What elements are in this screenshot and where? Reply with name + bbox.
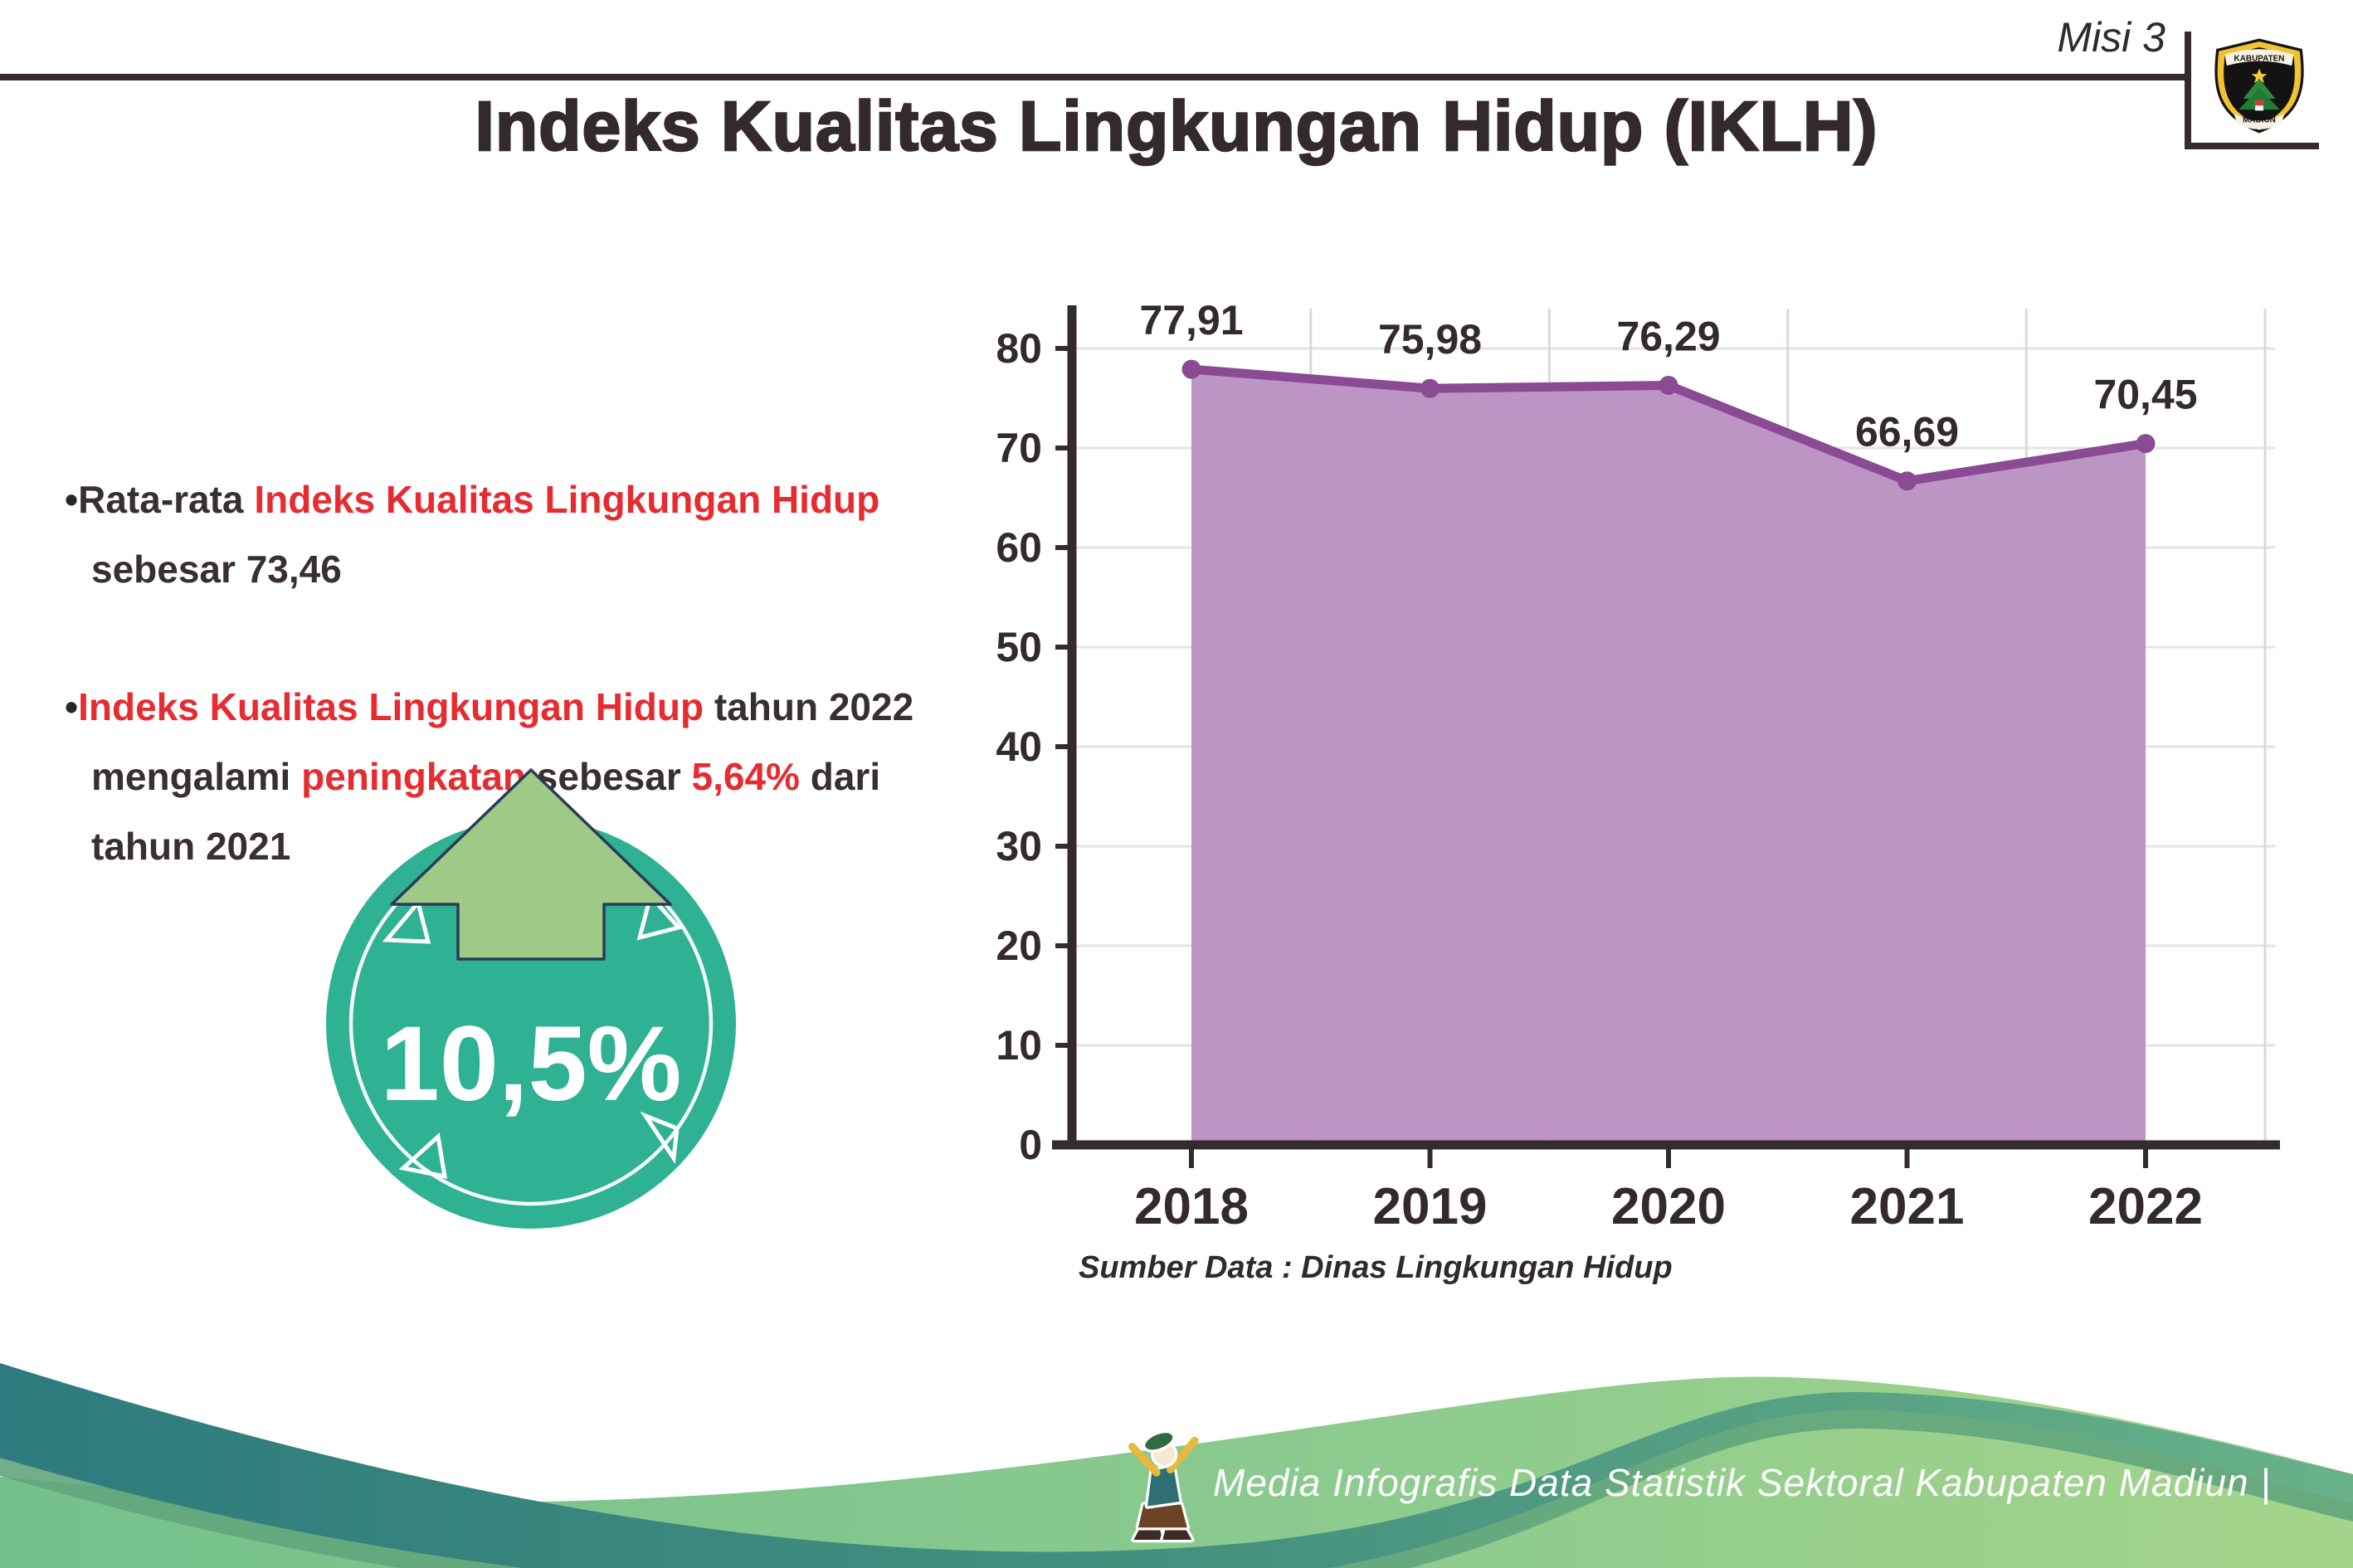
footer-wave-shadow: [0, 1381, 2353, 1568]
bullet2-run: sebesar: [526, 755, 692, 798]
data-point: [1659, 376, 1678, 396]
data-label: 76,29: [1616, 314, 1720, 360]
bullet2-run-highlight: 5,64%: [691, 755, 800, 798]
bullet1-run: sebesar 73,46: [91, 548, 342, 591]
misi-label: Misi 3: [2057, 14, 2165, 61]
footer-waves: [0, 1363, 2353, 1568]
y-tick-label: 0: [1019, 1122, 1042, 1168]
y-tick-label: 40: [996, 723, 1042, 770]
badge-spark-top-right: [636, 891, 683, 941]
x-tick-label: 2018: [1134, 1178, 1249, 1235]
header-rule: [0, 74, 2185, 80]
badge-percent-value: 10,5%: [381, 1005, 682, 1123]
y-tick-label: 30: [996, 823, 1042, 869]
logo-tree-lower: [2239, 87, 2280, 110]
data-label: 70,45: [2093, 372, 2197, 418]
bullet2-line2: mengalami peningkatan sebesar 5,64% dari: [65, 742, 961, 811]
footer-wave-teal-ribbon: [0, 1363, 2353, 1568]
y-tick-label: 80: [996, 325, 1042, 372]
bullet-dot: •: [65, 478, 79, 521]
footer-credit: Media Infografis Data Statistik Sektoral…: [1213, 1461, 2272, 1504]
iklh-area-chart: 0 10 20 30 40 50 60 70 80 77,91 2018 75,98 2019 76,29…: [996, 297, 2280, 1285]
bullet2-run-highlight: Indeks Kualitas Lingkungan Hidup: [78, 685, 704, 728]
mascot-icon: [1128, 1430, 1199, 1543]
badge-spark-bottom-left: [398, 1132, 448, 1180]
bullet2-line1: •Indeks Kualitas Lingkungan Hidup tahun …: [65, 672, 961, 742]
bullet2-run: dari: [799, 755, 881, 798]
data-label: 75,98: [1378, 316, 1482, 363]
bullet1-run-highlight: Indeks Kualitas Lingkungan Hidup: [254, 478, 880, 521]
badge-circle: [326, 819, 736, 1229]
x-tick-label: 2020: [1611, 1178, 1726, 1235]
logo-star-icon: [2251, 68, 2268, 84]
x-tick-label: 2021: [1850, 1178, 1965, 1235]
bullet1-line1: •Rata-rata Indeks Kualitas Lingkungan Hi…: [65, 465, 961, 534]
y-tick-label: 10: [996, 1022, 1042, 1069]
bullet2-line3: tahun 2021: [65, 811, 961, 881]
up-arrow-icon: [390, 768, 672, 961]
bullet1-line2: sebesar 73,46: [65, 534, 961, 604]
chart-source-note: Sumber Data : Dinas Lingkungan Hidup: [1079, 1250, 1673, 1285]
x-tick-label: 2022: [2088, 1178, 2203, 1235]
data-point: [1420, 378, 1440, 398]
kabupaten-madiun-logo: KABUPATEN MADIUN: [2214, 38, 2304, 134]
bullet2-run: tahun 2021: [91, 825, 291, 868]
bullet1-run: Rata-rata: [78, 478, 255, 521]
y-tick-label: 50: [996, 624, 1042, 670]
logo-bracket-foot: [2185, 143, 2319, 149]
x-tick-label: 2019: [1373, 1178, 1488, 1235]
y-tick-label: 70: [996, 425, 1042, 471]
data-label: 77,91: [1139, 297, 1243, 343]
logo-bracket-vertical: [2185, 32, 2191, 149]
logo-bottom-band: [2234, 113, 2285, 129]
bullet2-run: mengalami: [91, 755, 302, 798]
bullet2-run-highlight: peningkatan: [301, 755, 527, 798]
page-title: Indeks Kualitas Lingkungan Hidup (IKLH): [474, 86, 1878, 167]
key-findings: •Rata-rata Indeks Kualitas Lingkungan Hi…: [65, 465, 961, 881]
y-tick-label: 60: [996, 524, 1042, 571]
badge-spark-bottom-right: [640, 1111, 680, 1165]
logo-top-band: [2224, 49, 2294, 66]
increase-badge: 10,5%: [326, 768, 736, 1229]
logo-top-text: KABUPATEN: [2234, 55, 2285, 64]
bullet-increase-2022: •Indeks Kualitas Lingkungan Hidup tahun …: [65, 672, 961, 881]
y-tick-label: 20: [996, 923, 1042, 969]
data-label: 66,69: [1855, 409, 1959, 455]
badge-spark-top-left: [382, 898, 431, 944]
bullet-dot: •: [65, 685, 79, 728]
data-point: [2136, 434, 2156, 454]
data-point: [1898, 471, 1917, 491]
bullet-average-iklh: •Rata-rata Indeks Kualitas Lingkungan Hi…: [65, 465, 961, 604]
bullet2-run: tahun 2022: [704, 685, 914, 728]
area-fill: [1191, 369, 2146, 1145]
logo-bottom-text: MADIUN: [2243, 116, 2276, 125]
data-point: [1181, 359, 1201, 379]
logo-flag-red: [2255, 100, 2263, 106]
